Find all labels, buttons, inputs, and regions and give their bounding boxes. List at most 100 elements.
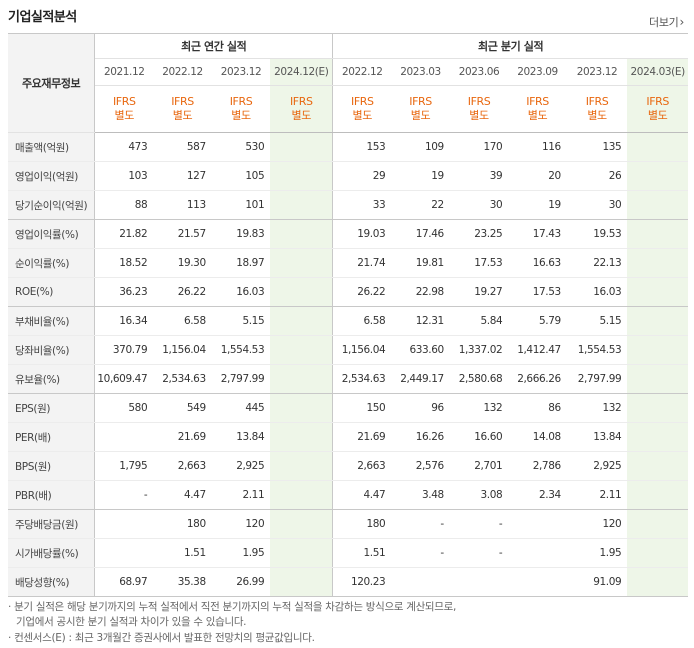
table-cell: 16.60 [449, 422, 509, 452]
table-cell: 19.27 [449, 277, 509, 307]
table-cell [627, 451, 688, 481]
table-cell [270, 422, 333, 452]
table-cell: 23.25 [449, 219, 509, 249]
table-cell: 103 [94, 161, 154, 191]
table-cell: 22.13 [566, 248, 628, 278]
table-cell: 88 [94, 190, 154, 220]
table-cell: 19.53 [566, 219, 628, 249]
table-cell: 2,925 [211, 451, 271, 481]
table-cell: 19 [508, 190, 567, 220]
table-cell: 19.83 [211, 219, 271, 249]
row-label: 배당성향(%) [8, 567, 96, 597]
table-row: PER(배) 21.69 13.84 21.69 16.26 16.60 14.08 13.8… [8, 422, 688, 452]
table-row: 당좌비율(%) 370.79 1,156.04 1,554.53 1,156.04 633… [8, 335, 688, 365]
table-cell [270, 335, 333, 365]
table-cell: 2,666.26 [508, 364, 567, 394]
table-cell: 587 [153, 132, 212, 162]
row-label: PBR(배) [8, 480, 96, 510]
table-cell: 36.23 [94, 277, 154, 307]
table-cell: 116 [508, 132, 567, 162]
period-header: 2023.03 [391, 58, 450, 86]
ifrs-label: IFRS 별도 [391, 85, 450, 133]
table-cell [270, 306, 333, 336]
table-cell [627, 422, 688, 452]
table-cell [627, 393, 688, 423]
table-cell: 530 [211, 132, 271, 162]
table-cell: 5.79 [508, 306, 567, 336]
table-cell [270, 393, 333, 423]
table-row: 유보율(%) 10,609.47 2,534.63 2,797.99 2,534.63 2… [8, 364, 688, 394]
row-label: PER(배) [8, 422, 96, 452]
table-cell: 6.58 [153, 306, 212, 336]
annual-group-header: 최근 연간 실적 [94, 33, 333, 59]
table-cell: 2,449.17 [391, 364, 450, 394]
table-cell: 33 [332, 190, 392, 220]
table-cell: 26.22 [153, 277, 212, 307]
table-cell: 120 [566, 509, 628, 539]
table-cell [94, 538, 154, 568]
table-cell: 13.84 [211, 422, 271, 452]
table-cell [270, 451, 333, 481]
row-label: 순이익률(%) [8, 248, 96, 278]
table-cell: 17.46 [391, 219, 450, 249]
row-label: ROE(%) [8, 277, 96, 307]
table-cell: 17.53 [508, 277, 567, 307]
table-cell: 180 [153, 509, 212, 539]
table-cell [270, 219, 333, 249]
table-cell: 18.52 [94, 248, 154, 278]
more-link[interactable]: 더보기› [649, 14, 684, 30]
table-cell: 633.60 [391, 335, 450, 365]
table-cell: 132 [449, 393, 509, 423]
chevron-right-icon: › [679, 15, 685, 29]
table-cell: 26 [566, 161, 628, 191]
table-cell: 1.51 [153, 538, 212, 568]
table-cell [627, 509, 688, 539]
table-cell: 17.53 [449, 248, 509, 278]
table-row: ROE(%) 36.23 26.22 16.03 26.22 22.98 19.27 17.5… [8, 277, 688, 307]
table-cell: 1,156.04 [153, 335, 212, 365]
table-cell: 21.57 [153, 219, 212, 249]
row-label: 시가배당률(%) [8, 538, 96, 568]
table-row: 배당성향(%) 68.97 35.38 26.99 120.23 91.09 [8, 567, 688, 597]
table-cell [449, 567, 509, 597]
table-cell: 19.03 [332, 219, 392, 249]
table-cell: 30 [566, 190, 628, 220]
table-cell: 12.31 [391, 306, 450, 336]
table-cell: 2,534.63 [332, 364, 392, 394]
table-cell [270, 480, 333, 510]
table-cell [508, 509, 567, 539]
note-consensus: · 컨센서스(E) : 최근 3개월간 증권사에서 발표한 전망치의 평균값입니… [8, 632, 315, 644]
table-row: BPS(원) 1,795 2,663 2,925 2,663 2,576 2,701 2,78… [8, 451, 688, 481]
table-cell: 445 [211, 393, 271, 423]
row-label: 당기순이익(억원) [8, 190, 96, 220]
table-cell: 473 [94, 132, 154, 162]
table-cell [270, 538, 333, 568]
table-cell: 35.38 [153, 567, 212, 597]
table-cell [270, 132, 333, 162]
table-cell: 22 [391, 190, 450, 220]
table-cell [627, 306, 688, 336]
table-cell [270, 248, 333, 278]
table-cell [627, 161, 688, 191]
table-cell: 96 [391, 393, 450, 423]
period-header: 2023.06 [449, 58, 509, 86]
ifrs-label: IFRS 별도 [627, 85, 688, 133]
table-row: EPS(원) 580 549 445 150 96 132 86 132 [8, 393, 688, 423]
table-cell: 13.84 [566, 422, 628, 452]
table-cell: 101 [211, 190, 271, 220]
row-label: 주당배당금(원) [8, 509, 96, 539]
table-cell: 150 [332, 393, 392, 423]
table-cell: 16.34 [94, 306, 154, 336]
table-cell: - [391, 538, 450, 568]
section-title: 기업실적분석 [8, 10, 77, 25]
row-label: 당좌비율(%) [8, 335, 96, 365]
table-cell: 5.15 [566, 306, 628, 336]
table-cell: 4.47 [153, 480, 212, 510]
table-cell: 2,534.63 [153, 364, 212, 394]
ifrs-label: IFRS 별도 [211, 85, 271, 133]
row-header-label: 주요재무정보 [8, 33, 96, 133]
table-cell: 4.47 [332, 480, 392, 510]
table-cell: 3.48 [391, 480, 450, 510]
table-cell: 153 [332, 132, 392, 162]
table-cell: 29 [332, 161, 392, 191]
